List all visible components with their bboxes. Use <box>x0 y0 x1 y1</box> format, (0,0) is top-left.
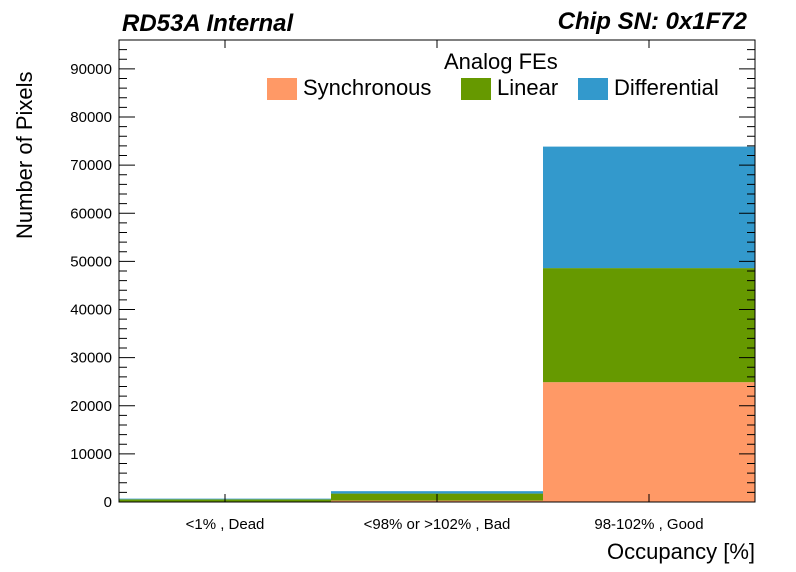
y-tick-label: 30000 <box>70 350 112 367</box>
legend: Analog FEs Synchronous Linear Differential <box>267 49 719 100</box>
y-tick-label: 0 <box>104 494 112 511</box>
legend-items: Synchronous Linear Differential <box>267 75 719 100</box>
legend-label-linear: Linear <box>497 75 558 100</box>
y-tick-label: 40000 <box>70 302 112 319</box>
legend-label-synchronous: Synchronous <box>303 75 431 100</box>
y-tick-label: 20000 <box>70 398 112 415</box>
plot-frame <box>118 39 756 503</box>
legend-swatch-differential <box>578 78 608 100</box>
bar-synchronous-2 <box>543 382 755 502</box>
chart-label-left: RD53A Internal <box>122 10 294 37</box>
chip-serial-label: Chip SN: 0x1F72 <box>558 8 748 35</box>
y-tick-label: 70000 <box>70 157 112 174</box>
x-axis-ticks: <1% , Dead <98% or >102% , Bad 98-102% , G… <box>186 40 704 533</box>
x-category-label: <1% , Dead <box>186 516 265 533</box>
legend-title: Analog FEs <box>444 49 558 74</box>
bar-differential-1 <box>331 491 543 494</box>
x-category-label: 98-102% , Good <box>594 516 703 533</box>
x-axis-title: Occupancy [%] <box>607 539 755 564</box>
y-axis-title: Number of Pixels <box>12 71 37 239</box>
y-tick-label: 10000 <box>70 446 112 463</box>
legend-label-differential: Differential <box>614 75 719 100</box>
bars-group <box>119 146 755 502</box>
y-tick-label: 80000 <box>70 109 112 126</box>
x-category-label: <98% or >102% , Bad <box>364 516 511 533</box>
y-tick-label: 50000 <box>70 253 112 270</box>
y-tick-label: 90000 <box>70 61 112 78</box>
legend-swatch-synchronous <box>267 78 297 100</box>
y-tick-label: 60000 <box>70 205 112 222</box>
bar-linear-2 <box>543 268 755 383</box>
bar-differential-2 <box>543 146 755 269</box>
y-axis-ticks: 0 10000 20000 30000 40000 50000 60000 70000 8000… <box>70 49 755 511</box>
legend-swatch-linear <box>461 78 491 100</box>
